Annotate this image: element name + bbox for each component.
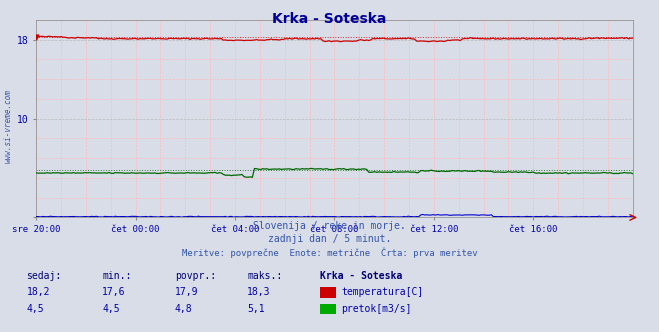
Text: 5,1: 5,1 <box>247 304 265 314</box>
Text: min.:: min.: <box>102 271 132 281</box>
Text: 4,8: 4,8 <box>175 304 192 314</box>
Text: Meritve: povprečne  Enote: metrične  Črta: prva meritev: Meritve: povprečne Enote: metrične Črta:… <box>182 247 477 258</box>
Text: maks.:: maks.: <box>247 271 282 281</box>
Text: zadnji dan / 5 minut.: zadnji dan / 5 minut. <box>268 234 391 244</box>
Text: pretok[m3/s]: pretok[m3/s] <box>341 304 412 314</box>
Text: 17,6: 17,6 <box>102 287 126 297</box>
Text: 4,5: 4,5 <box>102 304 120 314</box>
Text: Slovenija / reke in morje.: Slovenija / reke in morje. <box>253 221 406 231</box>
Text: 4,5: 4,5 <box>26 304 44 314</box>
Text: Krka - Soteska: Krka - Soteska <box>320 271 402 281</box>
Text: povpr.:: povpr.: <box>175 271 215 281</box>
Text: Krka - Soteska: Krka - Soteska <box>272 12 387 26</box>
Text: temperatura[C]: temperatura[C] <box>341 287 424 297</box>
Text: 18,2: 18,2 <box>26 287 50 297</box>
Text: 17,9: 17,9 <box>175 287 198 297</box>
Text: sedaj:: sedaj: <box>26 271 61 281</box>
Text: 18,3: 18,3 <box>247 287 271 297</box>
Text: www.si-vreme.com: www.si-vreme.com <box>4 89 13 163</box>
